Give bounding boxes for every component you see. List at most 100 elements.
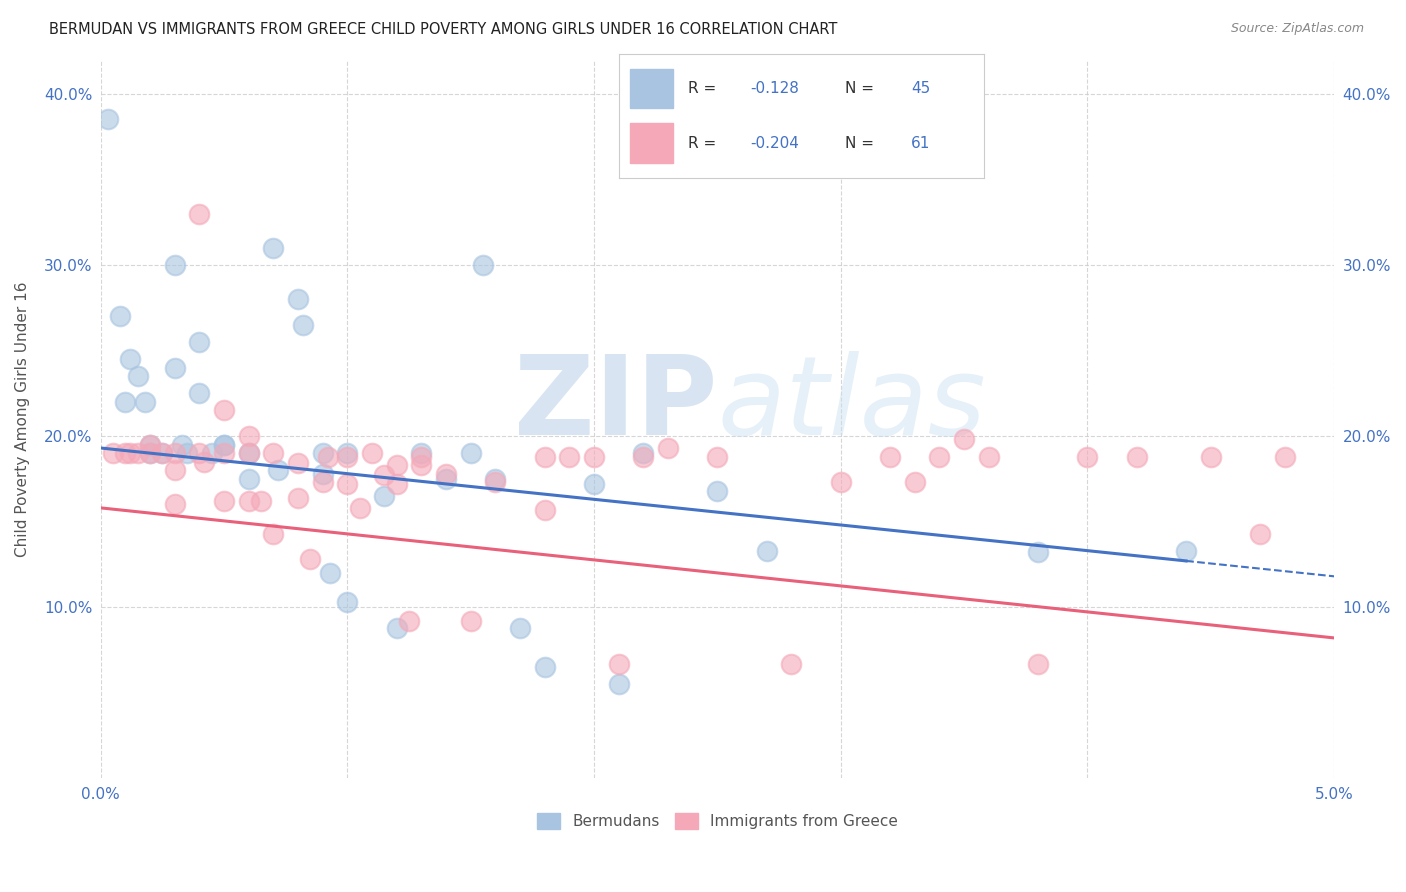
Point (287, 457, 309, 471)
Point (484, 472, 506, 486)
Point (238, 429, 260, 443)
Text: R =: R = (688, 136, 721, 151)
Point (212, 437, 235, 451)
Point (238, 446, 260, 460)
Point (238, 472, 260, 486)
Point (163, 463, 186, 477)
Point (336, 477, 359, 491)
Point (316, 450, 339, 464)
Point (1126, 450, 1149, 464)
Point (385, 621, 408, 635)
Point (1026, 545, 1049, 559)
Point (152, 446, 174, 460)
Point (163, 446, 186, 460)
Point (212, 494, 235, 508)
Point (830, 475, 852, 490)
Point (373, 489, 395, 503)
Point (262, 526, 284, 541)
Point (373, 468, 395, 483)
Point (250, 494, 273, 508)
Point (193, 455, 215, 469)
Point (120, 446, 142, 460)
Point (558, 450, 581, 464)
Point (188, 206, 211, 220)
Point (212, 437, 235, 451)
Point (101, 446, 124, 460)
Point (319, 566, 342, 580)
Point (287, 491, 309, 505)
Point (336, 450, 359, 464)
Legend: Bermudans, Immigrants from Greece: Bermudans, Immigrants from Greece (531, 807, 904, 835)
Point (212, 446, 235, 460)
Point (110, 310, 132, 324)
Point (361, 446, 384, 460)
Text: BERMUDAN VS IMMIGRANTS FROM GREECE CHILD POVERTY AMONG GIRLS UNDER 16 CORRELATIO: BERMUDAN VS IMMIGRANTS FROM GREECE CHILD… (49, 22, 838, 37)
Text: N =: N = (845, 136, 879, 151)
Text: -0.204: -0.204 (751, 136, 799, 151)
Point (201, 446, 224, 460)
Point (385, 477, 408, 491)
Point (172, 437, 194, 451)
Point (583, 477, 606, 491)
Point (904, 475, 927, 490)
Point (411, 458, 433, 472)
Point (188, 386, 211, 401)
Text: Source: ZipAtlas.com: Source: ZipAtlas.com (1230, 22, 1364, 36)
Point (434, 467, 457, 481)
Point (411, 446, 433, 460)
Point (633, 450, 655, 464)
Point (472, 258, 495, 272)
Point (312, 467, 335, 481)
Point (1274, 450, 1296, 464)
Point (509, 621, 531, 635)
Point (299, 552, 322, 566)
Point (188, 334, 211, 349)
Point (114, 394, 136, 409)
Point (385, 458, 408, 472)
Point (434, 472, 457, 486)
Text: 61: 61 (911, 136, 931, 151)
Point (1199, 450, 1222, 464)
Point (134, 394, 156, 409)
Point (879, 450, 901, 464)
Point (657, 441, 679, 455)
Point (755, 543, 778, 558)
Point (127, 446, 149, 460)
Point (312, 446, 335, 460)
Point (238, 446, 260, 460)
Point (484, 475, 506, 490)
Bar (630, 69, 673, 109)
Point (583, 450, 606, 464)
Point (1175, 543, 1198, 558)
Point (607, 657, 630, 671)
Point (1076, 450, 1098, 464)
Point (287, 292, 309, 306)
Text: atlas: atlas (717, 351, 986, 458)
Text: ZIP: ZIP (515, 351, 717, 458)
Point (292, 318, 315, 332)
Point (411, 450, 433, 464)
Point (127, 369, 149, 384)
Point (977, 450, 1000, 464)
Bar (630, 123, 673, 163)
Point (633, 446, 655, 460)
Point (336, 446, 359, 460)
Point (176, 446, 198, 460)
Point (349, 500, 371, 515)
Point (312, 475, 335, 490)
Text: 45: 45 (911, 81, 931, 96)
Point (267, 463, 290, 477)
Text: N =: N = (845, 81, 879, 96)
Point (533, 450, 555, 464)
Text: -0.128: -0.128 (751, 81, 799, 96)
Point (139, 446, 162, 460)
Point (607, 677, 630, 691)
Point (460, 614, 482, 628)
Point (398, 614, 420, 628)
Point (120, 351, 142, 366)
Point (139, 437, 162, 451)
Point (262, 446, 284, 460)
Point (152, 446, 174, 460)
Point (163, 258, 186, 272)
Point (1249, 526, 1271, 541)
